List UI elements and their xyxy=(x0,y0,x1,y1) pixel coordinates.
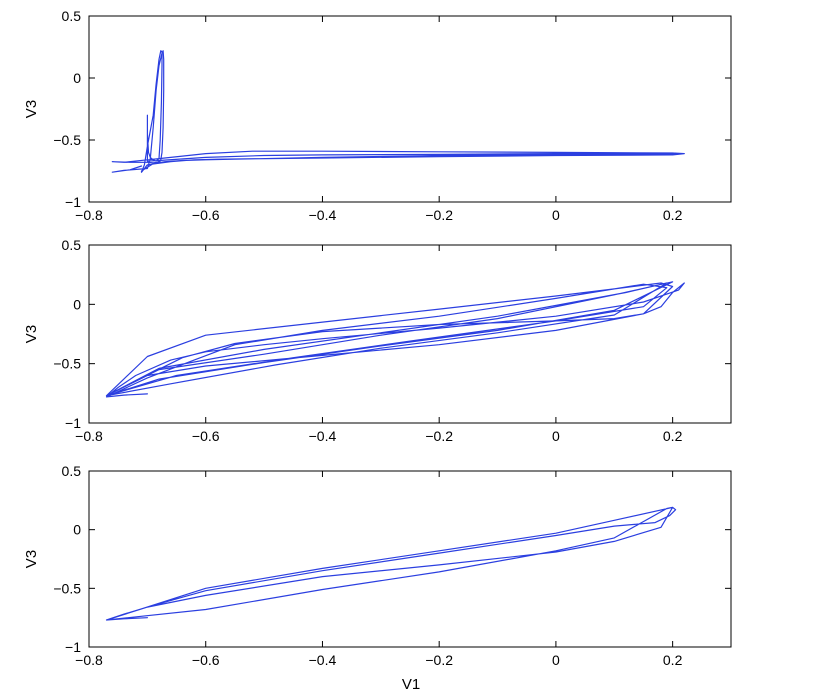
y-tick-label: −1 xyxy=(65,194,81,210)
y-axis-label: V3 xyxy=(23,550,40,568)
x-tick-label: −0.6 xyxy=(192,428,220,444)
x-tick-label: −0.2 xyxy=(425,428,453,444)
x-tick-label: −0.2 xyxy=(425,207,453,223)
y-tick-label: 0.5 xyxy=(62,8,82,24)
x-tick-label: 0 xyxy=(552,652,560,668)
y-tick-label: −0.5 xyxy=(53,580,81,596)
x-tick-label: −0.6 xyxy=(192,652,220,668)
subplot-top: −0.8 −0.6 −0.4 −0.2 0 0.2 −1 −0.5 0 0.5 V3 xyxy=(23,8,732,223)
x-tick-label: 0 xyxy=(552,207,560,223)
y-axis-label: V3 xyxy=(23,100,40,118)
x-tick-label: 0.2 xyxy=(663,428,683,444)
x-tick-label: −0.8 xyxy=(75,428,103,444)
subplot-bottom: −0.8 −0.6 −0.4 −0.2 0 0.2 −1 −0.5 0 0.5 V3 V1 xyxy=(23,463,732,693)
y-tick-label: −0.5 xyxy=(53,356,81,372)
plot-frame xyxy=(88,470,732,648)
x-tick-label: −0.8 xyxy=(75,207,103,223)
x-tick-label: 0.2 xyxy=(663,652,683,668)
y-tick-label: 0.5 xyxy=(62,463,82,479)
series-line xyxy=(111,50,685,173)
x-tick-label: −0.4 xyxy=(309,652,337,668)
x-tick-label: −0.4 xyxy=(309,428,337,444)
y-tick-label: 0 xyxy=(73,296,81,312)
x-tick-label: −0.8 xyxy=(75,652,103,668)
plot-frame xyxy=(88,244,732,424)
plot-frame xyxy=(88,15,732,203)
series-line xyxy=(105,506,677,621)
y-tick-label: 0.5 xyxy=(62,237,82,253)
y-axis-label: V3 xyxy=(23,325,40,343)
x-tick-label: 0 xyxy=(552,428,560,444)
y-tick-label: −1 xyxy=(65,415,81,431)
x-tick-label: −0.4 xyxy=(309,207,337,223)
y-tick-label: 0 xyxy=(73,70,81,86)
y-tick-label: −1 xyxy=(65,639,81,655)
subplot-middle: −0.8 −0.6 −0.4 −0.2 0 0.2 −1 −0.5 0 0.5 V3 xyxy=(23,237,732,444)
y-tick-label: −0.5 xyxy=(53,132,81,148)
y-tick-label: 0 xyxy=(73,522,81,538)
x-tick-label: 0.2 xyxy=(663,207,683,223)
series-line xyxy=(105,281,685,398)
x-tick-label: −0.2 xyxy=(425,652,453,668)
x-axis-label: V1 xyxy=(402,676,420,693)
x-tick-label: −0.6 xyxy=(192,207,220,223)
